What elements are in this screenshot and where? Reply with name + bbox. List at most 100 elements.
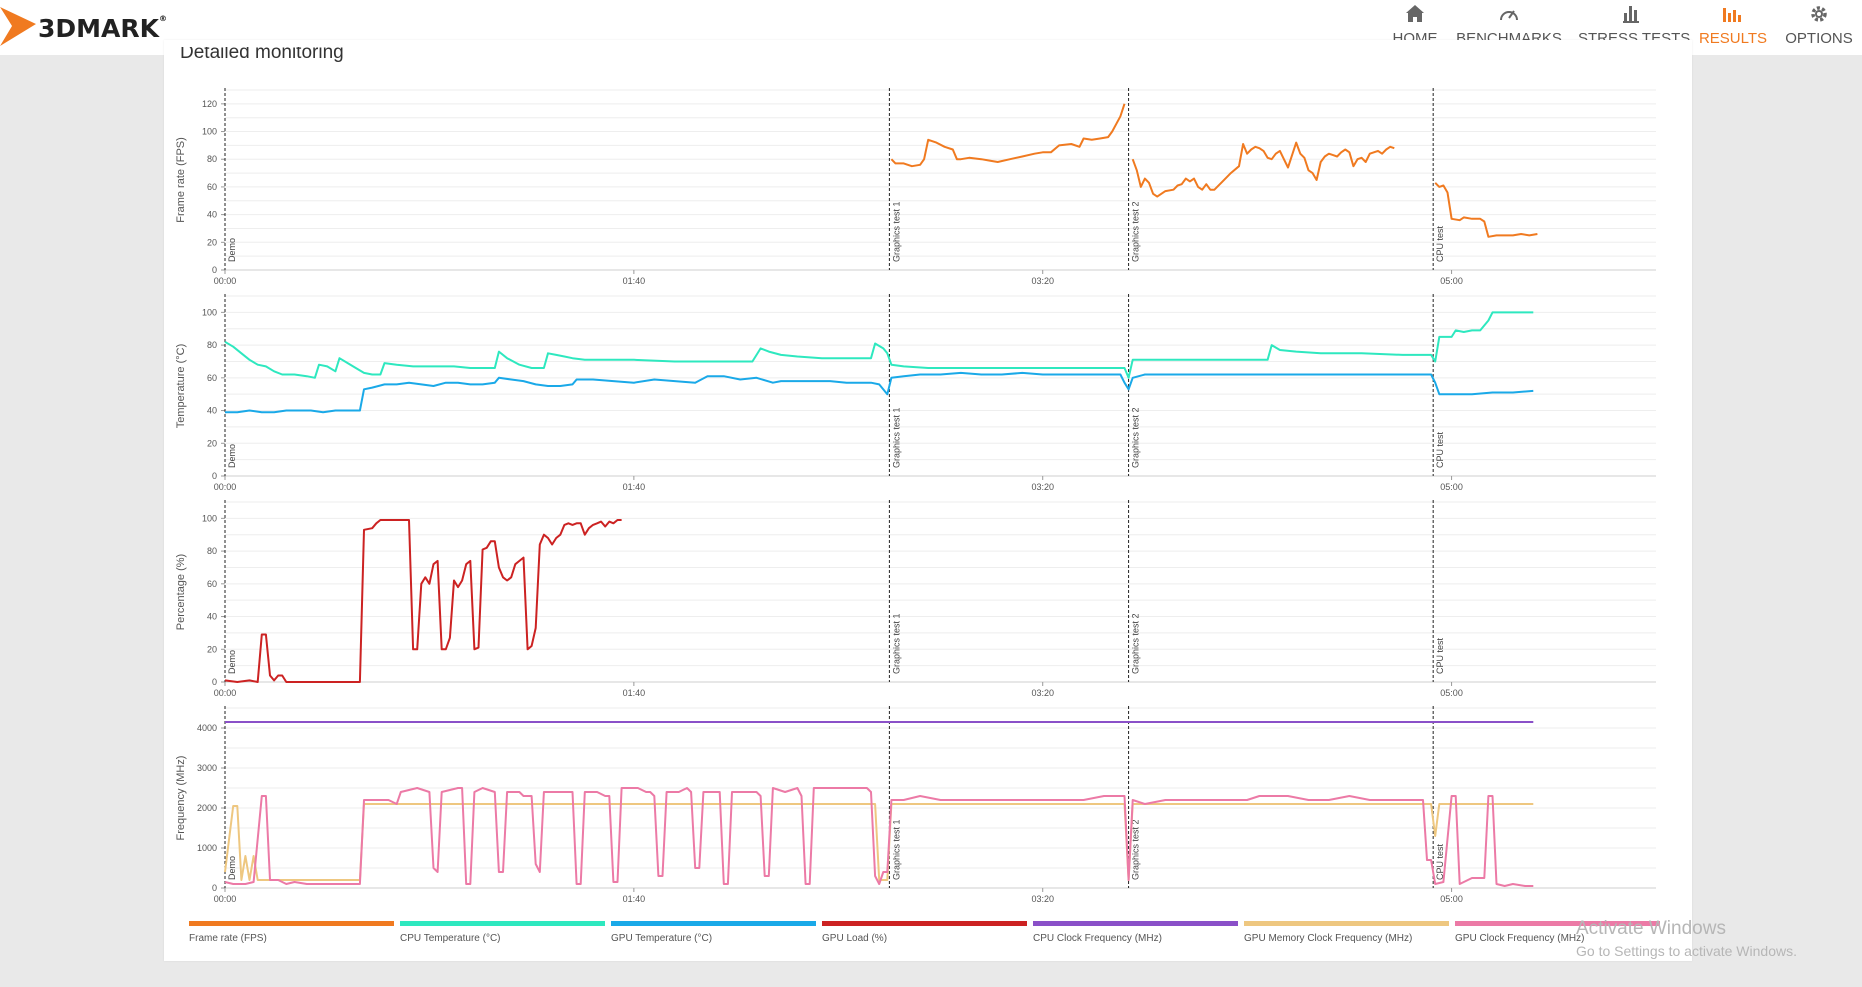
logo-text: 3DMARK® (38, 14, 167, 43)
y-tick-label: 20 (207, 237, 217, 247)
y-tick-label: 0 (212, 471, 217, 481)
y-tick-label: 1000 (197, 843, 217, 853)
test-marker-label: Demo (227, 650, 237, 674)
test-marker-label: CPU test (1435, 637, 1445, 674)
legend-label: Frame rate (FPS) (189, 933, 267, 944)
legend-label: GPU Clock Frequency (MHz) (1455, 933, 1584, 944)
legend-label: CPU Clock Frequency (MHz) (1033, 933, 1162, 944)
legend-label: GPU Memory Clock Frequency (MHz) (1244, 933, 1412, 944)
y-tick-label: 3000 (197, 763, 217, 773)
y-tick-label: 60 (207, 182, 217, 192)
chart-panel-1: 0 20 40 60 80 100 Temperature (°C) 00:00 01:40 03… (175, 294, 1656, 492)
y-tick-label: 60 (207, 373, 217, 383)
gear-icon (1811, 6, 1827, 22)
series-line (1434, 182, 1538, 238)
test-marker-label: Graphics test 1 (891, 201, 901, 262)
y-axis-label: Temperature (°C) (175, 344, 187, 428)
x-tick-label: 05:00 (1440, 688, 1463, 698)
test-marker-label: Graphics test 1 (891, 407, 901, 468)
test-marker-label: Graphics test 2 (1131, 407, 1141, 468)
legend-label: GPU Load (%) (822, 933, 887, 944)
x-tick-label: 03:20 (1031, 276, 1054, 286)
x-tick-label: 00:00 (214, 688, 237, 698)
series-line (224, 803, 1534, 881)
nav-results[interactable]: RESULTS (1696, 0, 1770, 55)
legend-swatch (1033, 921, 1238, 926)
x-tick-label: 05:00 (1440, 482, 1463, 492)
speedometer-icon (1500, 10, 1518, 21)
results-chart-icon (1723, 8, 1741, 22)
test-marker-label: Graphics test 2 (1131, 819, 1141, 880)
y-tick-label: 0 (212, 265, 217, 275)
y-tick-label: 120 (202, 99, 217, 109)
test-marker-label: CPU test (1435, 843, 1445, 880)
x-tick-label: 05:00 (1440, 276, 1463, 286)
y-tick-label: 0 (212, 677, 217, 687)
test-marker-label: Demo (227, 238, 237, 262)
y-tick-label: 20 (207, 438, 217, 448)
test-marker-label: Demo (227, 856, 237, 880)
legend-swatch (611, 921, 816, 926)
y-tick-label: 80 (207, 546, 217, 556)
y-axis-label: Percentage (%) (175, 554, 187, 630)
x-tick-label: 03:20 (1031, 482, 1054, 492)
y-axis-label: Frequency (MHz) (175, 756, 187, 841)
series-line (225, 371, 1534, 414)
activation-watermark-title: Activate Windows (1576, 918, 1726, 939)
x-tick-label: 00:00 (214, 276, 237, 286)
x-tick-label: 05:00 (1440, 894, 1463, 904)
y-tick-label: 100 (202, 127, 217, 137)
test-marker-label: Graphics test 1 (891, 819, 901, 880)
y-axis-label: Frame rate (FPS) (175, 137, 187, 223)
legend-swatch (400, 921, 605, 926)
series-line (890, 103, 1126, 168)
app-logo[interactable]: 3DMARK® (0, 4, 200, 50)
y-tick-label: 100 (202, 513, 217, 523)
y-tick-label: 2000 (197, 803, 217, 813)
y-tick-label: 0 (212, 883, 217, 893)
chart-panel-3: 0 1000 2000 3000 4000 Frequency (MHz) 00:00 01:… (175, 706, 1656, 904)
y-tick-label: 80 (207, 340, 217, 350)
bar-chart-icon (1623, 6, 1639, 23)
test-marker-label: Graphics test 1 (891, 613, 901, 674)
logo-wing-icon (0, 7, 36, 46)
series-line (224, 519, 622, 683)
chart-panel-2: 0 20 40 60 80 100 Percentage (%) 00:00 01:40 03:2… (175, 500, 1656, 698)
x-tick-label: 01:40 (623, 894, 646, 904)
legend-swatch (189, 921, 394, 926)
section-title: Detailed monitoring (180, 42, 344, 63)
y-tick-label: 80 (207, 154, 217, 164)
activation-watermark-subtitle: Go to Settings to activate Windows. (1576, 943, 1797, 959)
series-line (224, 787, 1534, 887)
y-tick-label: 40 (207, 210, 217, 220)
series-line (224, 311, 1534, 379)
legend-label: GPU Temperature (°C) (611, 933, 712, 944)
y-tick-label: 100 (202, 307, 217, 317)
nav-options[interactable]: OPTIONS (1780, 0, 1858, 55)
x-tick-label: 01:40 (623, 688, 646, 698)
legend-swatch (822, 921, 1027, 926)
chart-panel-0: 0 20 40 60 80 100 120 Frame rate (FPS) 00:00 01:4… (175, 88, 1656, 286)
y-tick-label: 40 (207, 612, 217, 622)
test-marker-label: Graphics test 2 (1131, 201, 1141, 262)
x-tick-label: 01:40 (623, 482, 646, 492)
test-marker-label: Demo (227, 444, 237, 468)
legend-swatch (1455, 921, 1660, 926)
monitoring-charts: 0 20 40 60 80 100 120 Frame rate (FPS) 00:00 01:4… (175, 88, 1660, 944)
y-tick-label: 4000 (197, 723, 217, 733)
test-marker-label: CPU test (1435, 225, 1445, 262)
home-icon (1406, 5, 1424, 22)
test-marker-label: CPU test (1435, 431, 1445, 468)
legend-swatch (1244, 921, 1449, 926)
test-marker-label: Graphics test 2 (1131, 613, 1141, 674)
nav-results-label: RESULTS (1698, 30, 1768, 47)
x-tick-label: 01:40 (623, 276, 646, 286)
nav-options-label: OPTIONS (1785, 30, 1853, 47)
y-tick-label: 60 (207, 579, 217, 589)
x-tick-label: 00:00 (214, 482, 237, 492)
x-tick-label: 00:00 (214, 894, 237, 904)
x-tick-label: 03:20 (1031, 894, 1054, 904)
x-tick-label: 03:20 (1031, 688, 1054, 698)
y-tick-label: 20 (207, 644, 217, 654)
y-tick-label: 40 (207, 406, 217, 416)
